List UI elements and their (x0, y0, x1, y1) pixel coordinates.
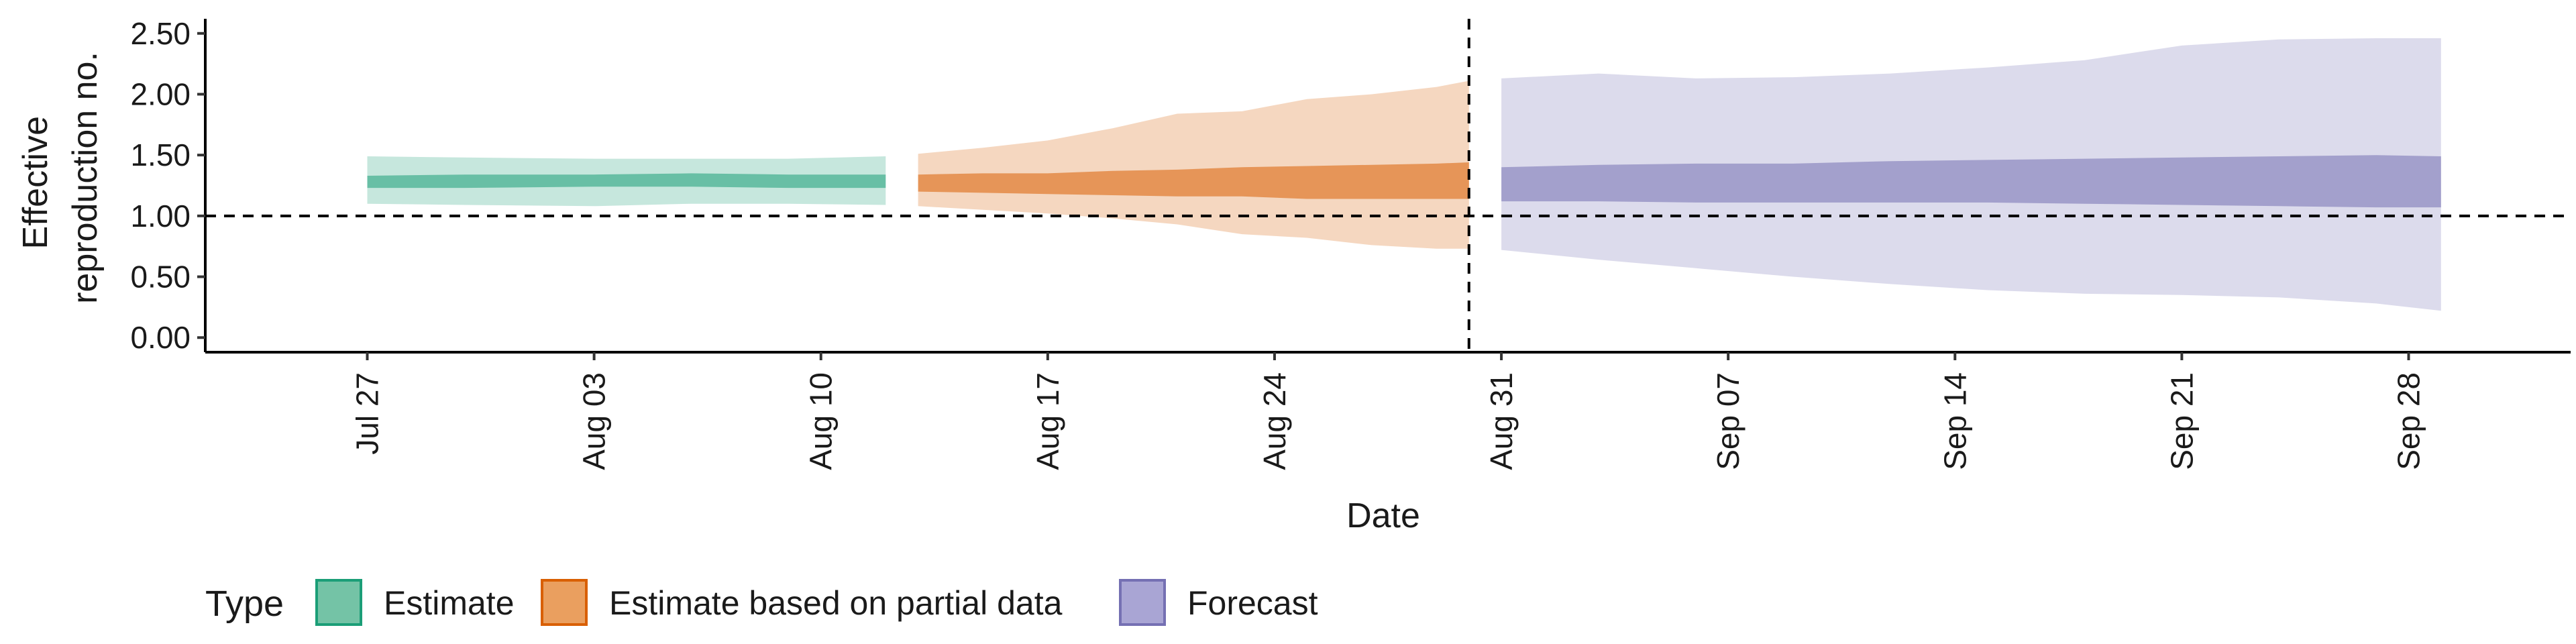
interval-bands (367, 38, 2441, 311)
y-axis-label: Effective reproduction no. (16, 52, 105, 304)
x-tick-label: Sep 07 (1711, 372, 1746, 470)
y-axis-label-line-1: Effective (16, 116, 55, 249)
x-ticks: Jul 27 Aug 03 Aug 10 Aug 17 Aug 24 Aug 31 Sep … (350, 352, 2426, 470)
x-tick-label: Aug 03 (577, 372, 612, 470)
y-ticks: 0.00 0.50 1.00 1.50 2.00 2.50 (130, 16, 205, 355)
x-tick-label: Aug 31 (1484, 372, 1519, 470)
legend-key-forecast (1119, 579, 1166, 626)
y-tick-label: 0.00 (130, 320, 191, 355)
y-tick-label: 2.50 (130, 16, 191, 51)
y-axis-label-line-2: reproduction no. (66, 52, 105, 304)
y-tick-label: 2.00 (130, 76, 191, 111)
legend: Type Estimate Estimate based on partial d… (205, 579, 1318, 626)
band-90-estimate-based-on-partial-data (918, 80, 1469, 249)
x-tick-label: Sep 21 (2164, 372, 2199, 470)
legend-title: Type (205, 584, 284, 624)
x-tick-label: Sep 14 (1937, 372, 1972, 470)
x-tick-label: Sep 28 (2391, 372, 2426, 470)
x-axis-label: Date (1346, 496, 1420, 535)
band-50-forecast (1501, 155, 2441, 208)
band-50-estimate-based-on-partial-data (918, 162, 1469, 199)
legend-label-estimate-based-on-partial-data: Estimate based on partial data (609, 584, 1063, 622)
x-tick-label: Aug 17 (1030, 372, 1065, 470)
x-tick-label: Aug 10 (804, 372, 839, 470)
band-50-estimate (367, 173, 886, 189)
legend-key-estimate (315, 579, 362, 626)
legend-label-forecast: Forecast (1187, 584, 1318, 622)
legend-key-estimate-based-on-partial-data (541, 579, 588, 626)
y-tick-label: 0.50 (130, 260, 191, 294)
y-tick-label: 1.50 (130, 138, 191, 172)
legend-label-estimate: Estimate (384, 584, 515, 622)
x-tick-label: Aug 24 (1257, 372, 1292, 470)
axes (204, 19, 2571, 354)
y-tick-label: 1.00 (130, 199, 191, 233)
x-tick-label: Jul 27 (350, 372, 385, 455)
